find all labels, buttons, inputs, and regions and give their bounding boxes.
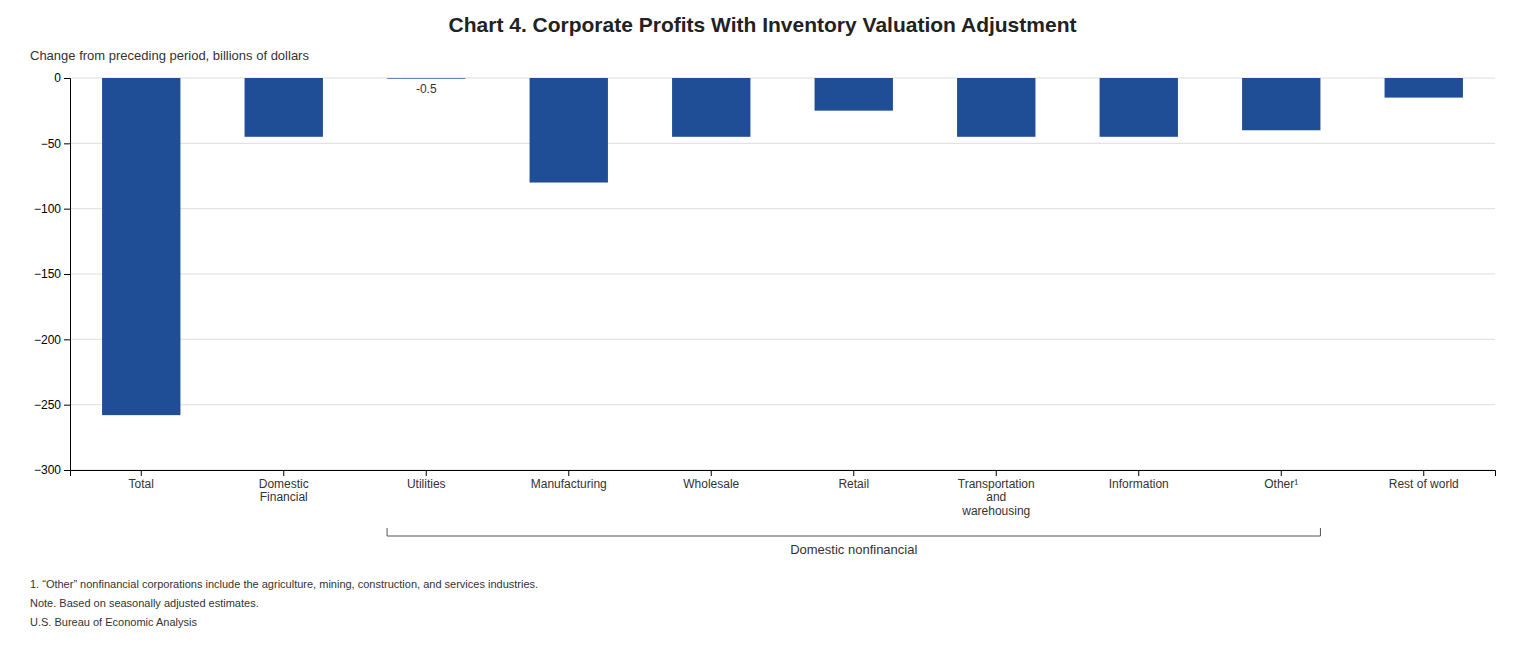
y-tick-mark: [64, 143, 70, 144]
x-tick-label: DomesticFinancial: [259, 477, 309, 505]
grid-line: [70, 404, 1495, 405]
y-tick: −100: [34, 202, 70, 216]
bracket: [387, 528, 1320, 536]
x-tick-label: Rest of world: [1389, 477, 1459, 491]
x-tick: Transportationandwarehousing: [958, 470, 1035, 518]
x-tick-mark: [853, 470, 854, 476]
x-tick: Utilities: [407, 470, 446, 491]
y-tick-mark: [64, 405, 70, 406]
title: Chart 4. Corporate Profits With Inventor…: [449, 13, 1077, 36]
x-tick-label: Information: [1109, 477, 1169, 491]
x-tick-mark: [1138, 470, 1139, 476]
x-tick: Retail: [838, 470, 869, 491]
x-tick: DomesticFinancial: [259, 470, 309, 504]
y-tick-mark: [64, 470, 70, 471]
grid-line: [70, 274, 1495, 275]
y-tick-mark: [64, 209, 70, 210]
grid-line: [70, 208, 1495, 209]
x-tick: Total: [129, 470, 154, 491]
x-tick-mark: [141, 470, 142, 476]
bracket-label: Domestic nonfinancial: [790, 542, 917, 557]
x-tick-label: Retail: [838, 477, 869, 491]
x-tick-mark: [1423, 470, 1424, 476]
grid-line: [70, 339, 1495, 340]
x-tick: Wholesale: [683, 470, 739, 491]
bar: [102, 78, 180, 415]
x-tick: Information: [1109, 470, 1169, 491]
y-tick-label: −300: [34, 463, 61, 477]
footnotes: 1. “Other” nonfinancial corporations inc…: [30, 578, 538, 628]
y-tick: −50: [41, 137, 70, 151]
y-tick-mark: [64, 339, 70, 340]
y-tick: −150: [34, 267, 70, 281]
bar: [1242, 78, 1320, 130]
x-tick-label: Manufacturing: [531, 477, 607, 491]
y-tick: −300: [34, 463, 70, 477]
y-tick: 0: [54, 71, 70, 85]
bar: [245, 78, 323, 137]
y-tick-mark: [64, 78, 70, 79]
y-tick-label: 0: [54, 71, 61, 85]
y-tick-mark: [64, 274, 70, 275]
y-tick-label: −100: [34, 202, 61, 216]
grid: [70, 78, 1495, 470]
y-tick-label: −150: [34, 267, 61, 281]
x-tick: Rest of world: [1389, 470, 1459, 491]
plot-area: 0 −50 −100 −150 −200 −250 −300 Total DomesticFin…: [34, 71, 1496, 557]
bar: [815, 78, 893, 111]
footnote: 1. “Other” nonfinancial corporations inc…: [30, 578, 538, 590]
bars: [102, 78, 1463, 415]
bar: [672, 78, 750, 137]
y-tick-label: −200: [34, 333, 61, 347]
x-tick-mark: [283, 470, 284, 476]
x-tick-mark: [996, 470, 997, 476]
x-tick: Manufacturing: [531, 470, 607, 491]
x-tick-label: Wholesale: [683, 477, 739, 491]
x-tick-mark: [1281, 470, 1282, 476]
footnote: U.S. Bureau of Economic Analysis: [30, 616, 197, 628]
bar: [1100, 78, 1178, 137]
bar: [530, 78, 608, 183]
x-tick-mark: [426, 470, 427, 476]
y-axis: 0 −50 −100 −150 −200 −250 −300: [34, 71, 71, 477]
x-axis: Total DomesticFinancial Utilities Manufactu…: [71, 470, 1496, 518]
y-tick: −200: [34, 333, 70, 347]
grid-line: [70, 143, 1495, 144]
chart: Chart 4. Corporate Profits With Inventor…: [0, 0, 1525, 650]
annotation: -0.5: [416, 82, 437, 96]
x-tick-label: Utilities: [407, 477, 446, 491]
x-axis-line: [71, 471, 1496, 477]
bar: [1385, 78, 1463, 98]
annotations: -0.5 Domestic nonfinancial: [387, 82, 1320, 557]
x-tick-label: Other¹: [1264, 477, 1298, 491]
x-tick-mark: [711, 470, 712, 476]
bar: [387, 78, 465, 79]
x-tick-label: Total: [129, 477, 154, 491]
y-tick-label: −50: [41, 137, 62, 151]
footnote: Note. Based on seasonally adjusted estim…: [30, 597, 259, 609]
x-tick: Other¹: [1264, 470, 1298, 491]
y-axis-label: Change from preceding period, billions o…: [30, 48, 309, 63]
bar: [957, 78, 1035, 137]
y-tick-label: −250: [34, 398, 61, 412]
x-tick-label: Transportationandwarehousing: [958, 477, 1035, 519]
x-tick-mark: [568, 470, 569, 476]
y-tick: −250: [34, 398, 70, 412]
y-axis-line: [64, 79, 71, 471]
